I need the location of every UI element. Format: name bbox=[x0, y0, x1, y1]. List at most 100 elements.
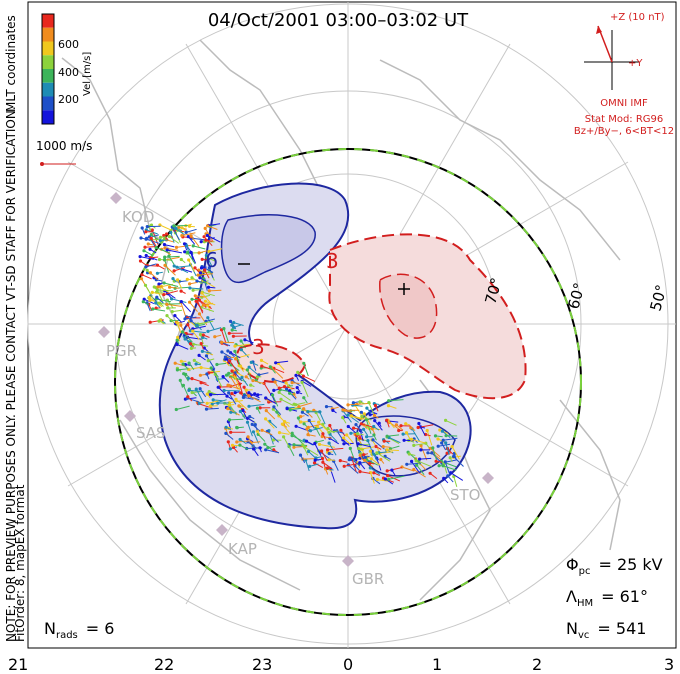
velocity-vector bbox=[329, 437, 339, 445]
velocity-vector bbox=[192, 330, 200, 340]
velocity-vector-origin bbox=[222, 388, 226, 393]
velocity-vector bbox=[229, 418, 244, 421]
velocity-vector-origin bbox=[187, 258, 191, 262]
velocity-vector-origin bbox=[158, 239, 162, 243]
velocity-vector-origin bbox=[195, 279, 199, 283]
velocity-vector-origin bbox=[163, 258, 167, 262]
velocity-vector bbox=[359, 430, 364, 442]
n-rads-stat: Nrads = 6 bbox=[44, 619, 114, 641]
velocity-vector bbox=[157, 289, 174, 292]
velocity-vector bbox=[202, 291, 215, 297]
velocity-vector bbox=[200, 306, 215, 312]
velocity-vector bbox=[388, 475, 405, 480]
velocity-vector-origin bbox=[224, 425, 228, 429]
velocity-vector-origin bbox=[372, 433, 376, 437]
velocity-vector-origin bbox=[190, 390, 194, 395]
velocity-vector bbox=[188, 259, 195, 272]
velocity-vector-origin bbox=[178, 378, 182, 382]
velocity-vector-origin bbox=[221, 375, 225, 379]
velocity-vector-origin bbox=[198, 373, 202, 377]
velocity-vector-origin bbox=[280, 422, 284, 426]
imf-y-label: +Y bbox=[628, 58, 643, 69]
velocity-vector-origin bbox=[362, 412, 366, 416]
velocity-vector-origin bbox=[219, 328, 224, 332]
velocity-vector-origin bbox=[216, 385, 220, 389]
velocity-vector bbox=[370, 458, 381, 466]
velocity-vector-origin bbox=[327, 441, 331, 445]
velocity-vector-origin bbox=[181, 383, 185, 387]
velocity-vector-origin bbox=[294, 424, 298, 428]
velocity-vector-origin bbox=[226, 440, 230, 444]
velocity-vector bbox=[188, 367, 201, 370]
velocity-vector bbox=[419, 457, 432, 460]
velocity-vector-origin bbox=[271, 377, 275, 381]
velocity-vector-origin bbox=[233, 344, 237, 348]
velocity-vector bbox=[139, 256, 154, 260]
velocity-vector-origin bbox=[318, 410, 322, 414]
velocity-vector-origin bbox=[363, 458, 367, 462]
velocity-vector bbox=[272, 394, 279, 407]
velocity-vector-origin bbox=[229, 430, 233, 434]
velocity-vector bbox=[208, 248, 223, 252]
velocity-vector-origin bbox=[247, 404, 251, 408]
velocity-vector-origin bbox=[285, 387, 289, 391]
velocity-vector bbox=[342, 410, 352, 423]
velocity-vector bbox=[404, 439, 414, 442]
fit-order-note: FitOrder: 8, mapEX format bbox=[13, 484, 27, 642]
velocity-vector-origin bbox=[157, 319, 161, 323]
velocity-vector-origin bbox=[152, 285, 156, 289]
color-scale-segment bbox=[42, 69, 54, 83]
velocity-vector-origin bbox=[440, 441, 444, 445]
velocity-vector-origin bbox=[297, 405, 301, 409]
velocity-vector bbox=[205, 255, 213, 267]
velocity-vector-origin bbox=[394, 423, 398, 427]
velocity-vector bbox=[291, 432, 304, 445]
velocity-vector-origin bbox=[271, 438, 275, 442]
velocity-vector bbox=[200, 334, 204, 345]
velocity-vector-origin bbox=[180, 234, 184, 238]
velocity-vector bbox=[252, 380, 265, 385]
velocity-vector bbox=[207, 235, 221, 243]
velocity-vector-origin bbox=[139, 236, 143, 240]
velocity-vector bbox=[206, 257, 217, 262]
velocity-vector-origin bbox=[272, 405, 276, 409]
velocity-vector-origin bbox=[372, 452, 376, 456]
velocity-vector-origin bbox=[143, 245, 147, 249]
velocity-vector-origin bbox=[317, 442, 322, 446]
velocity-vector-origin bbox=[375, 451, 379, 455]
velocity-vector-origin bbox=[385, 469, 389, 473]
velocity-vector-origin bbox=[302, 407, 306, 411]
reference-vector-dot bbox=[40, 162, 44, 166]
velocity-vector-origin bbox=[426, 451, 430, 455]
velocity-vector-origin bbox=[198, 387, 202, 391]
velocity-vector-origin bbox=[203, 299, 207, 303]
station-label: KAP bbox=[228, 540, 257, 558]
velocity-vector bbox=[453, 456, 464, 467]
velocity-vector-origin bbox=[313, 441, 317, 446]
velocity-vector-origin bbox=[418, 457, 422, 461]
mlt-tick-label: 2 bbox=[532, 655, 542, 674]
velocity-vector bbox=[229, 360, 239, 373]
velocity-vector-origin bbox=[172, 269, 176, 273]
velocity-vector-origin bbox=[292, 443, 296, 447]
velocity-vector-origin bbox=[285, 407, 289, 411]
velocity-vector-origin bbox=[260, 428, 264, 432]
velocity-vector bbox=[169, 236, 180, 244]
velocity-vector-origin bbox=[357, 446, 361, 451]
velocity-vector bbox=[387, 434, 400, 437]
velocity-vector-origin bbox=[155, 263, 160, 267]
velocity-vector bbox=[181, 268, 193, 273]
color-scale-label: Vel [m/s] bbox=[82, 52, 93, 96]
velocity-vector bbox=[190, 235, 200, 247]
velocity-vector-origin bbox=[342, 436, 346, 440]
velocity-vector-origin bbox=[207, 266, 211, 270]
velocity-vector bbox=[442, 465, 457, 471]
velocity-vector bbox=[193, 343, 209, 347]
velocity-vector-origin bbox=[386, 474, 390, 478]
velocity-vector-origin bbox=[360, 414, 364, 418]
velocity-vector bbox=[261, 365, 273, 371]
phi-pc-stat: Φpc = 25 kV bbox=[566, 555, 663, 577]
velocity-vector-origin bbox=[204, 253, 208, 257]
velocity-vector-origin bbox=[345, 433, 349, 437]
velocity-vector-origin bbox=[306, 449, 311, 454]
